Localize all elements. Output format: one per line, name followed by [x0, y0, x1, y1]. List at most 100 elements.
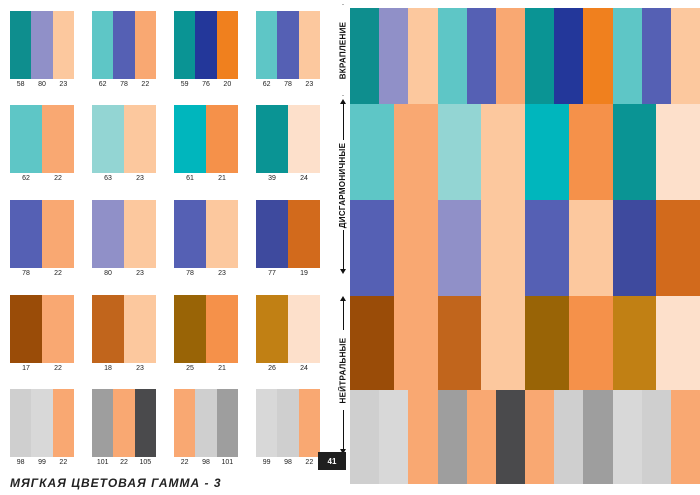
- band-label-text: НЕЙТРАЛЬНЫЕ: [338, 337, 348, 403]
- swatch-number: 23: [136, 270, 144, 277]
- swatch-number: 39: [268, 175, 276, 182]
- swatch-strip: [216, 389, 238, 457]
- grid-cell: [656, 104, 700, 200]
- band-label-dysharmonic: ДИСГАРМОНИЧНЫЕ: [333, 140, 353, 230]
- swatch-strip: [174, 11, 196, 79]
- swatch-strip: [298, 11, 320, 79]
- swatch-strip: [10, 389, 32, 457]
- grid-cell: [612, 8, 643, 104]
- grid-cell: [350, 296, 395, 390]
- swatch-number: 22: [120, 459, 128, 466]
- grid-cell: [466, 390, 497, 484]
- grid-cell: [437, 296, 482, 390]
- swatch-strip: [288, 200, 320, 268]
- grid-cell: [495, 390, 526, 484]
- swatch-number: 80: [38, 81, 46, 88]
- swatch-strip: [288, 295, 320, 363]
- swatch-number: 22: [54, 175, 62, 182]
- grid-cell: [612, 390, 643, 484]
- swatch-card: 17 22: [10, 295, 74, 375]
- swatch-strip: [174, 389, 196, 457]
- swatch-strip: [134, 11, 156, 79]
- swatch-card: 63 23: [92, 105, 156, 185]
- grid-cell: [583, 8, 614, 104]
- grid-cell: [554, 390, 584, 484]
- swatch-strip: [174, 105, 206, 173]
- grid-cell: [437, 104, 482, 200]
- grid-cell: [481, 200, 526, 296]
- swatch-card: 62 78 22: [92, 11, 156, 91]
- swatch-number: 22: [59, 459, 68, 466]
- swatch-card: 62 22: [10, 105, 74, 185]
- grid-cell: [350, 390, 380, 484]
- swatch-strip: [277, 11, 299, 79]
- swatch-number: 22: [54, 270, 62, 277]
- swatch-strip: [288, 105, 320, 173]
- swatch-number: 22: [180, 459, 189, 466]
- grid-cell: [350, 8, 380, 104]
- swatch-card: 77 19: [256, 200, 320, 280]
- grid-cell: [612, 200, 657, 296]
- grid-cell: [554, 8, 584, 104]
- swatch-number: 98: [202, 459, 210, 466]
- swatch-card: 78 22: [10, 200, 74, 280]
- band-label-vkraplenie: ВКРАПЛЕНИЕ: [333, 5, 353, 95]
- swatch-number: 23: [136, 175, 144, 182]
- grid-cell: [641, 8, 672, 104]
- grid-cell: [656, 200, 700, 296]
- grid-cell: [525, 296, 570, 390]
- swatch-number: 76: [202, 81, 210, 88]
- page-footer-title: МЯГКАЯ ЦВЕТОВАЯ ГАММА - 3: [10, 476, 222, 490]
- swatch-strip: [92, 389, 114, 457]
- swatch-number: 80: [104, 270, 112, 277]
- swatch-strip: [31, 11, 53, 79]
- swatch-number: 62: [262, 81, 271, 88]
- grid-cell: [525, 8, 555, 104]
- swatch-card: 58 80 23: [10, 11, 74, 91]
- grid-cell: [612, 296, 657, 390]
- swatch-strip: [52, 389, 74, 457]
- swatch-number: 77: [268, 270, 276, 277]
- swatch-card: 61 21: [174, 105, 238, 185]
- swatch-number: 98: [284, 459, 292, 466]
- swatch-number: 21: [218, 175, 226, 182]
- band-label-neutral: НЕЙТРАЛЬНЫЕ: [333, 330, 353, 410]
- swatch-number: 78: [120, 81, 128, 88]
- grid-cell: [525, 200, 570, 296]
- swatch-number: 22: [305, 459, 314, 466]
- swatch-strip: [298, 389, 320, 457]
- swatch-number: 62: [98, 81, 107, 88]
- swatch-number: 78: [22, 270, 30, 277]
- swatch-number: 22: [54, 365, 62, 372]
- swatch-strip: [206, 105, 238, 173]
- swatch-number: 24: [300, 365, 308, 372]
- swatch-card: 18 23: [92, 295, 156, 375]
- swatch-strip: [92, 200, 124, 268]
- swatch-strip: [42, 200, 74, 268]
- swatch-card: 99 98 22: [256, 389, 320, 469]
- swatch-strip: [195, 11, 217, 79]
- swatch-number: 17: [22, 365, 30, 372]
- grid-cell: [393, 296, 439, 390]
- swatch-card: 62 78 23: [256, 11, 320, 91]
- swatch-strip: [256, 105, 288, 173]
- grid-cell: [437, 200, 482, 296]
- swatch-card: 26 24: [256, 295, 320, 375]
- grid-cell: [568, 200, 614, 296]
- grid-cell: [408, 8, 439, 104]
- grid-cell: [670, 8, 700, 104]
- page-number: 41: [318, 452, 346, 470]
- swatch-strip: [42, 105, 74, 173]
- band-label-text: ДИСГАРМОНИЧНЫЕ: [338, 142, 348, 228]
- grid-cell: [466, 8, 497, 104]
- swatch-number: 20: [223, 81, 232, 88]
- swatch-number: 63: [104, 175, 112, 182]
- swatch-number: 98: [16, 459, 25, 466]
- swatch-number: 26: [268, 365, 276, 372]
- swatch-strip: [206, 200, 238, 268]
- swatch-strip: [256, 11, 278, 79]
- swatch-number: 61: [186, 175, 194, 182]
- swatch-strip: [92, 11, 114, 79]
- swatch-number: 21: [218, 365, 226, 372]
- swatch-number: 101: [221, 459, 234, 466]
